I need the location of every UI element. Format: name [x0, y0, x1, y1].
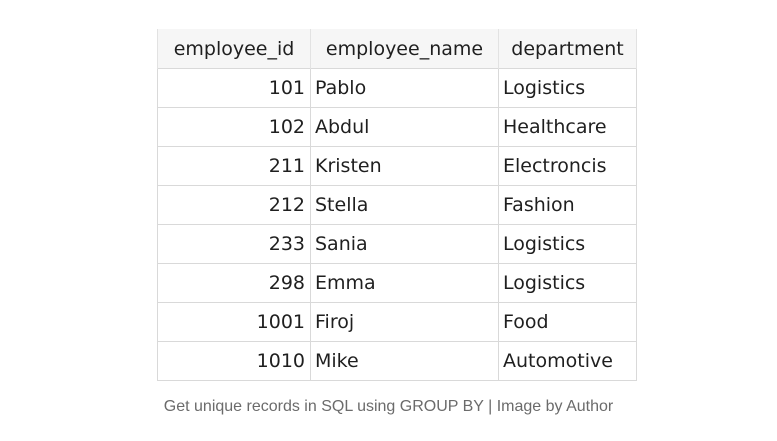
- cell-employee-id: 1010: [157, 341, 311, 381]
- cell-employee-id: 298: [157, 263, 311, 303]
- cell-department: Logistics: [498, 68, 637, 108]
- table-row: 1010 Mike Automotive: [157, 341, 637, 381]
- column-header-department: department: [498, 29, 637, 69]
- cell-employee-id: 211: [157, 146, 311, 186]
- cell-employee-id: 1001: [157, 302, 311, 342]
- cell-employee-id: 212: [157, 185, 311, 225]
- cell-employee-id: 101: [157, 68, 311, 108]
- cell-department: Food: [498, 302, 637, 342]
- table-header-row: employee_id employee_name department: [157, 29, 637, 69]
- table-row: 298 Emma Logistics: [157, 263, 637, 303]
- cell-department: Logistics: [498, 263, 637, 303]
- table-row: 102 Abdul Healthcare: [157, 107, 637, 147]
- cell-employee-name: Emma: [310, 263, 499, 303]
- cell-department: Logistics: [498, 224, 637, 264]
- cell-department: Healthcare: [498, 107, 637, 147]
- table-row: 212 Stella Fashion: [157, 185, 637, 225]
- column-header-employee-id: employee_id: [157, 29, 311, 69]
- cell-department: Automotive: [498, 341, 637, 381]
- result-table: employee_id employee_name department 101…: [157, 29, 637, 381]
- cell-department: Fashion: [498, 185, 637, 225]
- cell-employee-name: Firoj: [310, 302, 499, 342]
- cell-employee-id: 233: [157, 224, 311, 264]
- cell-employee-name: Kristen: [310, 146, 499, 186]
- cell-employee-name: Mike: [310, 341, 499, 381]
- figure-caption: Get unique records in SQL using GROUP BY…: [163, 398, 614, 415]
- cell-employee-id: 102: [157, 107, 311, 147]
- column-header-employee-name: employee_name: [310, 29, 499, 69]
- table-figure: employee_id employee_name department 101…: [157, 29, 637, 381]
- cell-employee-name: Pablo: [310, 68, 499, 108]
- cell-employee-name: Stella: [310, 185, 499, 225]
- table-row: 1001 Firoj Food: [157, 302, 637, 342]
- table-row: 211 Kristen Electroncis: [157, 146, 637, 186]
- cell-employee-name: Abdul: [310, 107, 499, 147]
- cell-department: Electroncis: [498, 146, 637, 186]
- table-row: 233 Sania Logistics: [157, 224, 637, 264]
- table-row: 101 Pablo Logistics: [157, 68, 637, 108]
- cell-employee-name: Sania: [310, 224, 499, 264]
